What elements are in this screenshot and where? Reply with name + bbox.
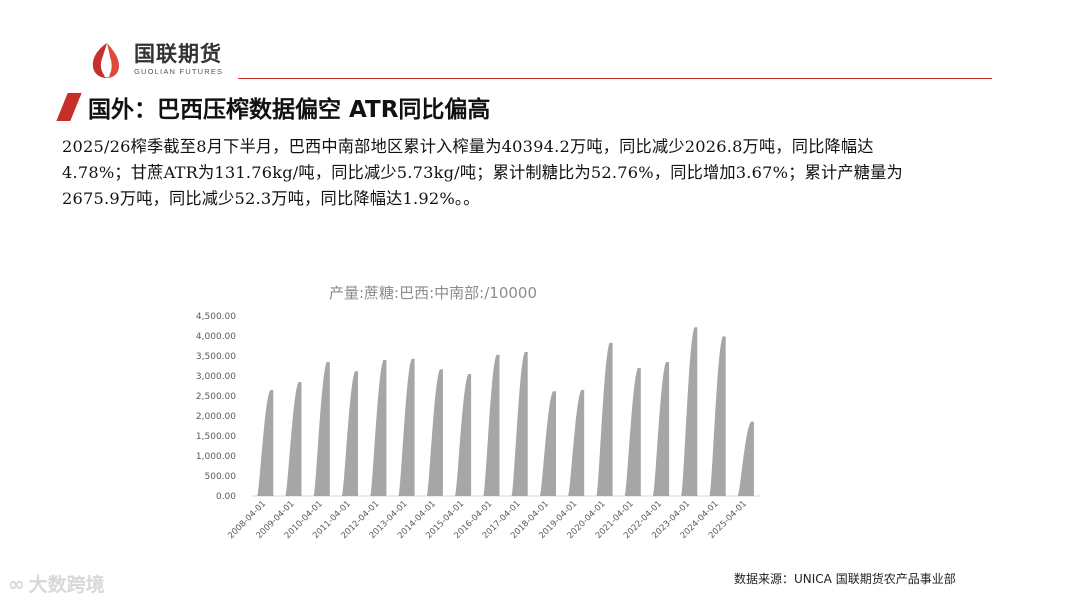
season-area — [511, 352, 528, 496]
company-logo: 国联期货 GUOLIAN FUTURES — [88, 40, 223, 80]
y-tick-label: 4,000.00 — [196, 332, 236, 342]
season-area — [624, 368, 641, 496]
logo-flame-icon — [88, 41, 126, 79]
logo-chinese-name: 国联期货 — [134, 42, 222, 67]
season-area — [483, 354, 500, 496]
slide-title-bar: 国外：巴西压榨数据偏空 ATR同比偏高 — [56, 90, 491, 124]
sugar-production-chart: 产量:蔗糖:巴西:中南部:/10000 0.00 500.00 1,000.00 1,5… — [196, 284, 761, 541]
summary-line: 4.78%；甘蔗ATR为131.76kg/吨，同比减少5.73kg/吨；累计制糖… — [62, 163, 903, 182]
watermark: ∞ 大数跨境 — [8, 570, 105, 597]
y-tick-label: 1,500.00 — [196, 432, 236, 442]
chart-title: 产量:蔗糖:巴西:中南部:/10000 — [329, 284, 537, 302]
summary-line: 2675.9万吨，同比减少52.3万吨，同比降幅达1.92%。。 — [62, 189, 480, 208]
season-area — [257, 390, 274, 496]
season-area — [568, 390, 585, 496]
y-tick-label: 1,000.00 — [196, 452, 236, 462]
summary-line: 2025/26榨季截至8月下半月，巴西中南部地区累计入榨量为40394.2万吨，… — [62, 137, 874, 156]
watermark-text: 大数跨境 — [28, 574, 105, 596]
season-area — [370, 360, 387, 496]
season-area — [313, 362, 330, 496]
y-tick-label: 500.00 — [205, 472, 237, 482]
y-tick-label: 3,500.00 — [196, 352, 236, 362]
season-area — [709, 336, 726, 496]
season-area — [341, 371, 358, 496]
season-area — [539, 391, 556, 496]
logo-english-name: GUOLIAN FUTURES — [134, 67, 224, 77]
season-area — [285, 382, 302, 496]
summary-paragraph: 2025/26榨季截至8月下半月，巴西中南部地区累计入榨量为40394.2万吨，… — [62, 134, 1042, 212]
y-tick-label: 3,000.00 — [196, 372, 236, 382]
season-area — [681, 327, 698, 496]
season-area — [653, 362, 670, 496]
title-accent-slash — [56, 93, 82, 121]
season-area — [455, 374, 472, 496]
y-tick-label: 2,500.00 — [196, 392, 236, 402]
season-area — [398, 358, 415, 496]
header-divider — [238, 78, 992, 79]
y-tick-label: 4,500.00 — [196, 312, 236, 322]
season-area — [596, 342, 613, 496]
y-tick-label: 0.00 — [216, 492, 236, 502]
season-area — [737, 421, 754, 496]
y-tick-label: 2,000.00 — [196, 412, 236, 422]
data-source-note: 数据来源：UNICA 国联期货农产品事业部 — [734, 572, 956, 586]
season-area — [426, 369, 443, 496]
slide-title: 国外：巴西压榨数据偏空 ATR同比偏高 — [88, 97, 491, 123]
loop-icon: ∞ — [8, 571, 25, 596]
